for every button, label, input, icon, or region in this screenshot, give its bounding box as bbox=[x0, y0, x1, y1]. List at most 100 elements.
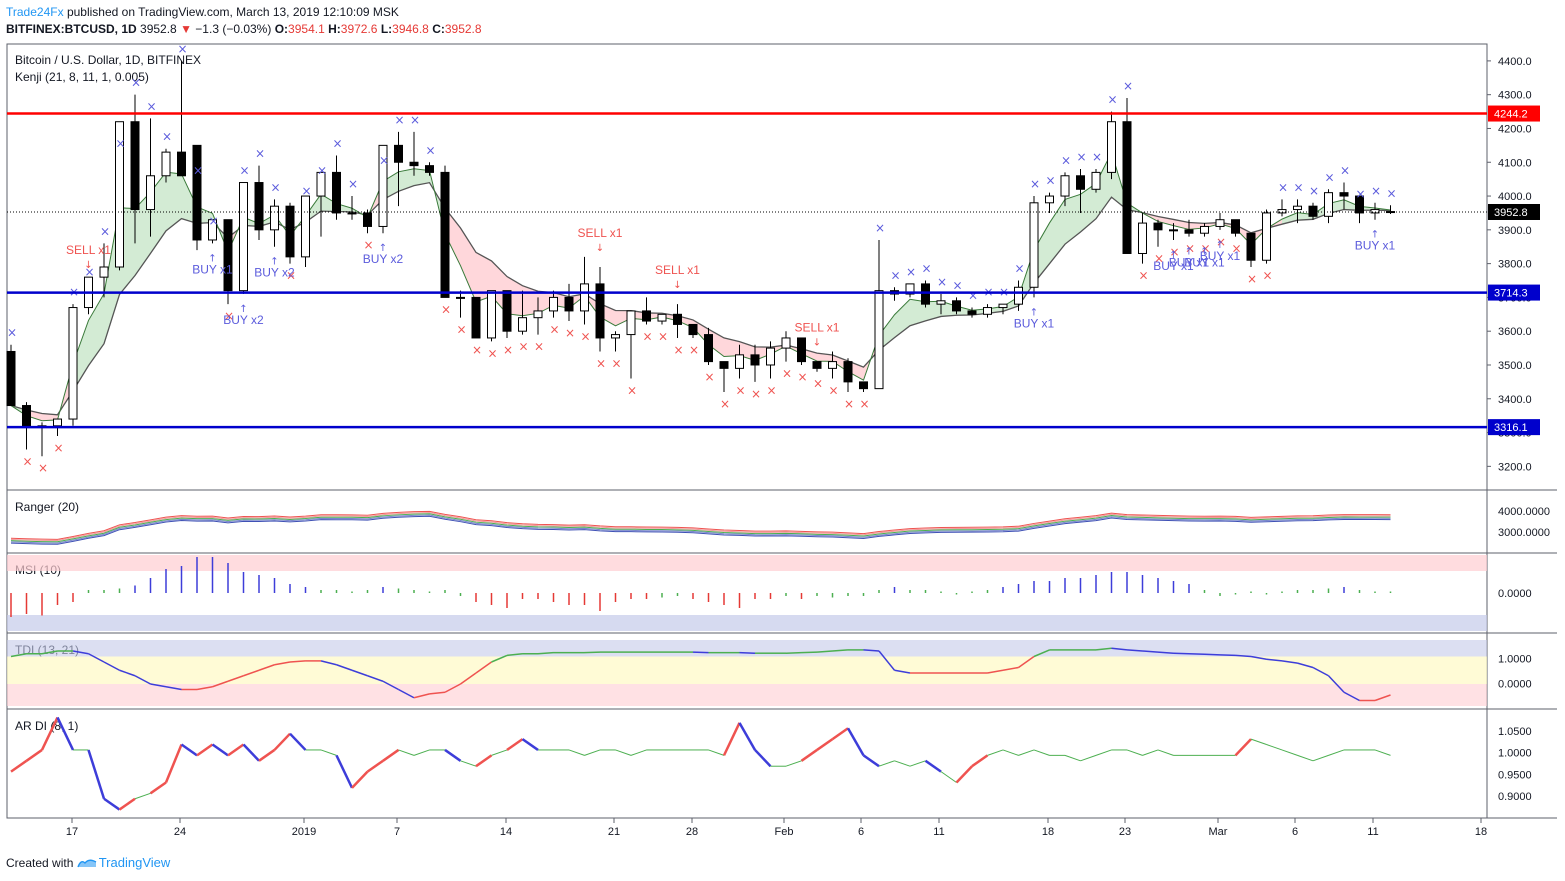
x-tick-label: 28 bbox=[686, 826, 698, 838]
ranger-band bbox=[10, 510, 1391, 540]
candle-body bbox=[378, 144, 388, 227]
buy-marker: × bbox=[147, 99, 157, 113]
candle-body bbox=[1370, 209, 1380, 214]
sell-signal-label: SELL x1 bbox=[795, 321, 840, 335]
candle-body bbox=[223, 219, 233, 292]
tdi-upper-zone bbox=[7, 640, 1487, 657]
tdi-line-segment bbox=[1297, 662, 1314, 669]
candle-body bbox=[1014, 286, 1023, 305]
ardi-line-segment bbox=[924, 759, 942, 773]
candle-body bbox=[425, 165, 434, 173]
tdi-line-segment bbox=[243, 669, 260, 677]
candle-body bbox=[952, 300, 961, 312]
ardi-line-segment bbox=[398, 749, 415, 756]
sell-marker: × bbox=[736, 384, 746, 398]
tdi-line-segment bbox=[1204, 653, 1221, 656]
buy-marker: × bbox=[162, 130, 172, 144]
buy-marker: × bbox=[1030, 177, 1040, 191]
ardi-line-segment bbox=[382, 748, 400, 762]
buy-marker: × bbox=[333, 137, 343, 151]
open-value: 3954.1 bbox=[288, 22, 325, 36]
ardi-line-segment bbox=[103, 797, 121, 811]
sell-marker: × bbox=[1263, 269, 1273, 283]
candle-body bbox=[874, 290, 884, 390]
created-with-label: Created with bbox=[6, 856, 74, 870]
candle-body bbox=[797, 337, 806, 363]
ardi-line-segment bbox=[475, 754, 493, 768]
indicator-label: Kenji (21, 8, 11, 1, 0.005) bbox=[15, 70, 149, 84]
ranger-band bbox=[10, 513, 1391, 543]
ardi-line-segment bbox=[584, 749, 601, 756]
buy-marker: × bbox=[317, 164, 327, 178]
candle-body bbox=[1060, 175, 1070, 197]
ardi-line-segment bbox=[164, 744, 183, 783]
ardi-line-segment bbox=[816, 738, 834, 751]
tdi-line-segment bbox=[398, 688, 415, 699]
candle-body bbox=[580, 283, 589, 312]
support-low-level-label: 3316.1 bbox=[1494, 422, 1528, 434]
y-tick-label: 3200.0 bbox=[1498, 461, 1532, 473]
ardi-line-segment bbox=[25, 748, 43, 762]
publisher-name[interactable]: Trade24Fx bbox=[6, 5, 64, 19]
x-tick-label: 11 bbox=[933, 826, 944, 838]
msi-lower-zone bbox=[7, 615, 1487, 631]
kenji-cloud bbox=[414, 168, 430, 186]
sell-marker: × bbox=[612, 356, 622, 370]
tradingview-link[interactable]: TradingView bbox=[98, 855, 171, 870]
buy-marker: × bbox=[1340, 164, 1350, 178]
candle-body bbox=[921, 283, 930, 305]
buy-marker: × bbox=[1061, 153, 1071, 167]
candle-body bbox=[409, 161, 419, 167]
buy-signal-label: BUY x1 bbox=[1355, 239, 1396, 253]
candle-body bbox=[130, 121, 140, 211]
sell-marker: × bbox=[689, 343, 699, 357]
tdi-line-segment bbox=[1157, 651, 1174, 654]
panel-tick-label: 0.9500 bbox=[1498, 769, 1532, 781]
kenji-cloud bbox=[1282, 212, 1298, 225]
ardi-line-segment bbox=[831, 727, 849, 741]
ardi-line-segment bbox=[211, 743, 229, 757]
y-tick-label: 3600.0 bbox=[1498, 326, 1532, 338]
sell-signal-label: SELL x1 bbox=[578, 226, 623, 240]
tdi-lower-zone bbox=[7, 684, 1487, 706]
candle-body bbox=[270, 205, 279, 231]
buy-marker: × bbox=[348, 177, 358, 191]
ardi-line-segment bbox=[320, 749, 337, 756]
candle-body bbox=[487, 290, 496, 339]
ardi-line-segment bbox=[1018, 749, 1035, 756]
ardi-line-segment bbox=[846, 727, 865, 756]
ardi-line-segment bbox=[971, 754, 989, 768]
change-down-icon: ▼ bbox=[180, 22, 192, 36]
tdi-line-segment bbox=[258, 664, 275, 671]
last-price-label: 3952.8 bbox=[1494, 207, 1528, 219]
kenji-cloud bbox=[476, 252, 492, 302]
sell-signal-label: SELL x1 bbox=[655, 263, 700, 277]
ardi-line-segment bbox=[1234, 738, 1252, 757]
ardi-line-segment bbox=[1002, 749, 1019, 756]
x-tick-label: 18 bbox=[1475, 826, 1487, 838]
buy-marker: × bbox=[1278, 180, 1288, 194]
candle-body bbox=[1029, 202, 1039, 288]
ardi-line-segment bbox=[940, 771, 957, 783]
sell-marker: × bbox=[1216, 235, 1226, 249]
sell-marker: × bbox=[1201, 242, 1211, 256]
tdi-line-segment bbox=[1219, 654, 1236, 657]
tdi-line-segment bbox=[1235, 654, 1252, 658]
sell-marker: × bbox=[751, 387, 761, 401]
buy-marker: × bbox=[1371, 184, 1381, 198]
candle-body bbox=[332, 171, 341, 214]
candle-body bbox=[22, 405, 31, 427]
candle-body bbox=[471, 296, 481, 339]
kenji-cloud bbox=[166, 172, 182, 231]
tdi-line-segment bbox=[150, 683, 167, 688]
y-tick-label: 4300.0 bbox=[1498, 90, 1532, 102]
candle-body bbox=[1045, 195, 1054, 204]
buy-signal-label: BUY x1 bbox=[1184, 256, 1225, 270]
ardi-line-segment bbox=[800, 748, 818, 762]
tdi-line-segment bbox=[987, 669, 1004, 674]
candle-body bbox=[564, 296, 574, 312]
candle-body bbox=[394, 144, 403, 163]
low-label: L: bbox=[380, 22, 393, 36]
sell-marker: × bbox=[488, 346, 498, 360]
